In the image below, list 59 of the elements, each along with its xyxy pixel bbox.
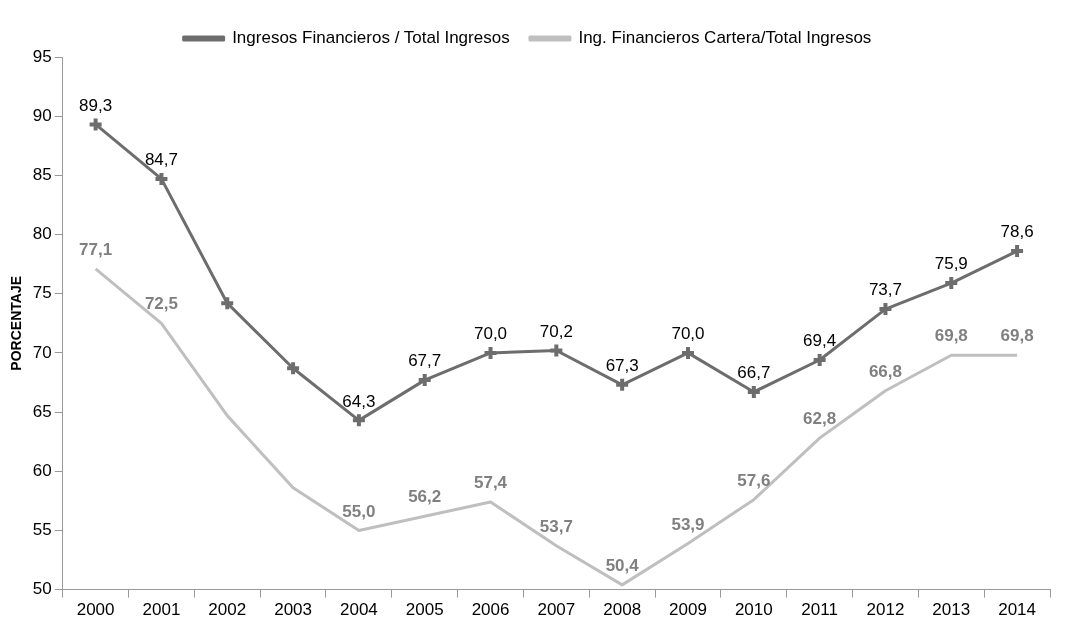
data-label: 57,4 <box>473 473 508 493</box>
data-label: 66,7 <box>737 363 771 383</box>
data-label: 66,8 <box>868 361 902 381</box>
point <box>614 376 631 393</box>
data-label: 67,7 <box>408 351 442 371</box>
y-tick-label: 80 <box>32 224 52 244</box>
x-tick-label: 2000 <box>76 600 115 620</box>
y-tick-label: 60 <box>32 460 52 480</box>
x-tick-label: 2009 <box>669 600 707 620</box>
x-tick-label: 2004 <box>339 600 378 620</box>
data-label: 69,8 <box>1000 326 1034 346</box>
x-tick-label: 2010 <box>734 600 773 620</box>
data-label: 64,3 <box>342 391 376 411</box>
x-tick-label: 2012 <box>866 600 905 620</box>
legend-label: Ing. Financieros Cartera/Total Ingresos <box>578 28 872 48</box>
data-label: 84,7 <box>144 150 178 170</box>
y-tick-label: 65 <box>32 401 52 421</box>
y-tick-label: 75 <box>32 283 52 303</box>
x-tick-label: 2007 <box>537 600 576 620</box>
y-tick-label: 95 <box>32 46 52 66</box>
legend-label: Ingresos Financieros / Total Ingresos <box>232 28 510 48</box>
data-label: 50,4 <box>605 556 640 576</box>
x-tick-label: 2008 <box>603 600 642 620</box>
x-tick-label: 2002 <box>208 600 247 620</box>
point <box>548 342 565 359</box>
point <box>285 360 302 377</box>
y-tick-label: 90 <box>32 105 52 125</box>
data-label: 62,8 <box>803 409 837 429</box>
x-tick-label: 2003 <box>274 600 312 620</box>
data-label: 78,6 <box>1000 222 1034 242</box>
x-tick-label: 2011 <box>801 600 838 620</box>
x-tick-label: 2005 <box>405 600 444 620</box>
data-label: 77,1 <box>79 240 113 260</box>
point <box>219 295 236 312</box>
data-label: 73,7 <box>868 280 902 300</box>
data-label: 55,0 <box>342 501 376 521</box>
data-label: 70,0 <box>473 324 508 344</box>
x-tick-label: 2014 <box>998 600 1036 620</box>
data-label: 75,9 <box>934 254 968 274</box>
data-label: 69,8 <box>934 326 968 346</box>
data-label: 56,2 <box>408 487 442 507</box>
data-label: 67,3 <box>605 356 639 376</box>
y-tick-label: 85 <box>32 165 52 185</box>
x-tick-label: 2006 <box>471 600 510 620</box>
y-tick-label: 55 <box>32 520 52 540</box>
y-tick-label: 70 <box>32 342 52 362</box>
data-label: 70,2 <box>539 321 573 341</box>
data-label: 70,0 <box>671 324 705 344</box>
data-label: 69,4 <box>803 331 837 351</box>
y-tick-label: 50 <box>32 579 52 599</box>
data-label: 89,3 <box>79 95 113 115</box>
point <box>350 412 367 429</box>
data-label: 53,9 <box>671 514 705 534</box>
data-label: 53,7 <box>539 517 573 536</box>
y-axis-title: PORCENTAJE <box>8 275 25 371</box>
x-tick-label: 2001 <box>142 600 181 620</box>
data-label: 72,5 <box>144 294 178 314</box>
data-label: 57,6 <box>737 470 771 490</box>
x-tick-label: 2013 <box>932 600 971 620</box>
